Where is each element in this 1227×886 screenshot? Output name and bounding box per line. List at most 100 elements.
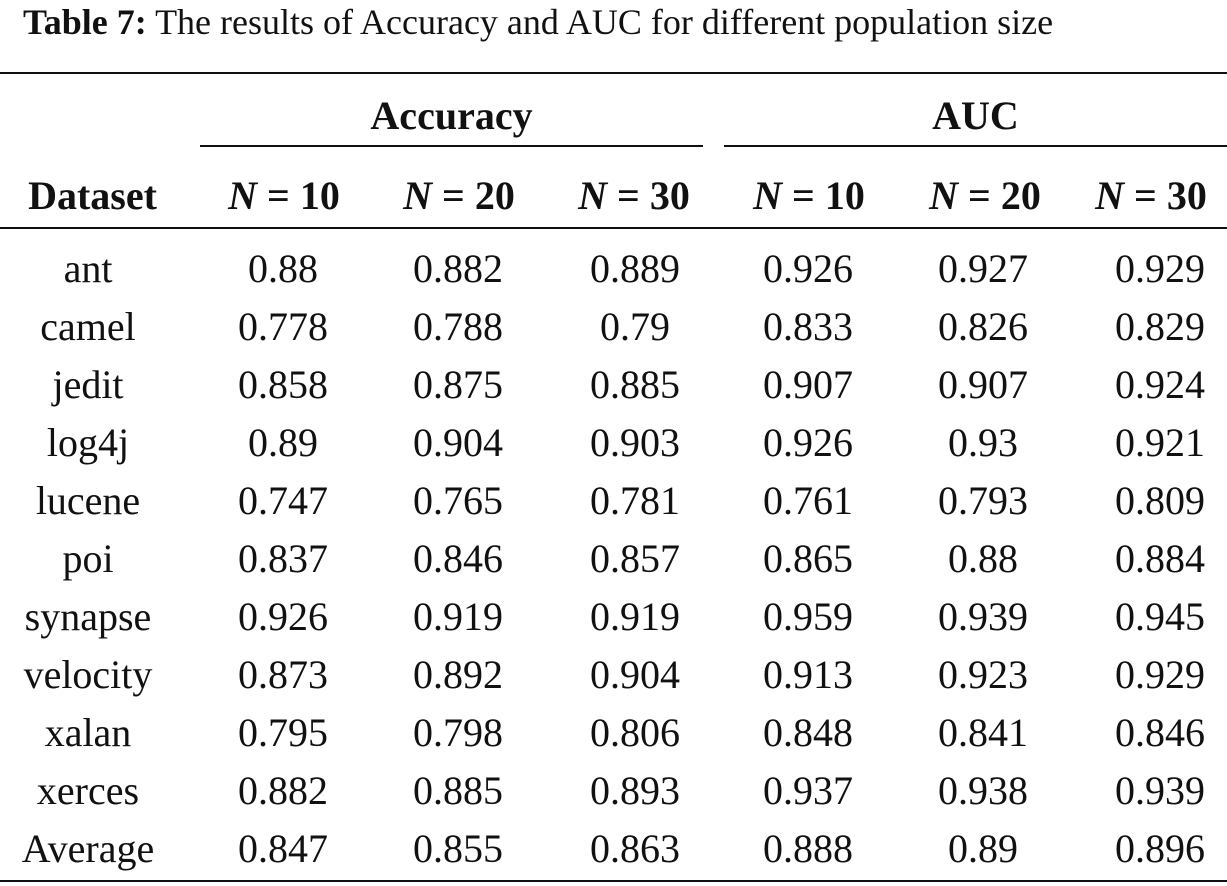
column-header-n-6: N = 30 [1075,168,1227,224]
value-cell: 0.833 [763,304,853,349]
n-symbol: N [929,173,959,218]
value-cell: 0.904 [413,420,503,465]
value-cell: 0.919 [413,594,503,639]
n-symbol: N [753,173,783,218]
value-cell: 0.829 [1115,304,1205,349]
value-cell: 0.929 [1115,246,1205,291]
value-cell: 0.945 [1115,594,1205,639]
bottom-rule [0,880,1227,882]
n-value: = 20 [442,173,515,218]
value-cell: 0.926 [763,420,853,465]
group-rule-accuracy [200,145,703,147]
n-value: = 30 [617,173,690,218]
value-cell: 0.846 [413,536,503,581]
value-cell: 0.921 [1115,420,1205,465]
n-symbol: N [1095,173,1125,218]
value-cell: 0.795 [238,710,328,755]
value-cell: 0.893 [590,768,680,813]
column-header-n-1: N = 10 [200,168,368,224]
value-cell: 0.761 [763,478,853,523]
value-cell: 0.865 [763,536,853,581]
value-cell: 0.913 [763,652,853,697]
value-cell: 0.919 [590,594,680,639]
top-rule [0,72,1227,74]
dataset-cell: camel [40,304,136,349]
value-cell: 0.88 [248,246,318,291]
n-value: = 10 [267,173,340,218]
column-header-n-2: N = 20 [375,168,543,224]
value-cell: 0.959 [763,594,853,639]
n-value: = 10 [792,173,865,218]
column-header-n-3: N = 30 [550,168,718,224]
value-cell: 0.885 [590,362,680,407]
value-cell: 0.855 [413,826,503,871]
value-cell: 0.79 [600,304,670,349]
dataset-cell: log4j [46,420,130,465]
value-cell: 0.907 [763,362,853,407]
value-cell: 0.837 [238,536,328,581]
value-cell: 0.788 [413,304,503,349]
column-header-n-4: N = 10 [724,168,894,224]
dataset-cell: xerces [36,768,140,813]
value-cell: 0.896 [1115,826,1205,871]
value-cell: 0.88 [948,536,1018,581]
value-cell: 0.924 [1115,362,1205,407]
value-cell: 0.889 [590,246,680,291]
value-cell: 0.798 [413,710,503,755]
value-cell: 0.793 [938,478,1028,523]
n-symbol: N [228,173,258,218]
value-cell: 0.765 [413,478,503,523]
n-symbol: N [578,173,608,218]
value-cell: 0.885 [413,768,503,813]
dataset-cell: velocity [23,652,153,697]
n-symbol: N [403,173,433,218]
value-cell: 0.926 [238,594,328,639]
value-cell: 0.858 [238,362,328,407]
value-cell: 0.888 [763,826,853,871]
header-rule [0,227,1227,229]
value-cell: 0.873 [238,652,328,697]
dataset-cell: jedit [52,362,124,407]
column-header-dataset: Dataset [28,173,157,218]
group-rule-auc [724,145,1227,147]
value-cell: 0.875 [413,362,503,407]
value-cell: 0.884 [1115,536,1205,581]
value-cell: 0.892 [413,652,503,697]
value-cell: 0.926 [763,246,853,291]
value-cell: 0.923 [938,652,1028,697]
value-cell: 0.907 [938,362,1028,407]
value-cell: 0.939 [1115,768,1205,813]
table-caption-label: Table 7: [23,2,147,42]
value-cell: 0.848 [763,710,853,755]
value-cell: 0.857 [590,536,680,581]
value-cell: 0.937 [763,768,853,813]
table-caption: Table 7: The results of Accuracy and AUC… [23,0,1053,44]
value-cell: 0.939 [938,594,1028,639]
group-header-auc: AUC [932,93,1019,138]
value-cell: 0.809 [1115,478,1205,523]
value-cell: 0.863 [590,826,680,871]
dataset-cell: poi [62,536,114,581]
value-cell: 0.89 [248,420,318,465]
value-cell: 0.781 [590,478,680,523]
dataset-cell: synapse [24,594,152,639]
n-value: = 30 [1134,173,1207,218]
value-cell: 0.904 [590,652,680,697]
value-cell: 0.841 [938,710,1028,755]
value-cell: 0.747 [238,478,328,523]
value-cell: 0.93 [948,420,1018,465]
dataset-cell: ant [63,246,113,291]
value-cell: 0.882 [413,246,503,291]
value-cell: 0.903 [590,420,680,465]
value-cell: 0.929 [1115,652,1205,697]
dataset-cell: lucene [35,478,141,523]
value-cell: 0.778 [238,304,328,349]
table-caption-text: The results of Accuracy and AUC for diff… [155,2,1054,42]
column-header-n-5: N = 20 [900,168,1070,224]
dataset-cell: xalan [44,710,132,755]
value-cell: 0.826 [938,304,1028,349]
value-cell: 0.89 [948,826,1018,871]
value-cell: 0.846 [1115,710,1205,755]
value-cell: 0.847 [238,826,328,871]
value-cell: 0.938 [938,768,1028,813]
